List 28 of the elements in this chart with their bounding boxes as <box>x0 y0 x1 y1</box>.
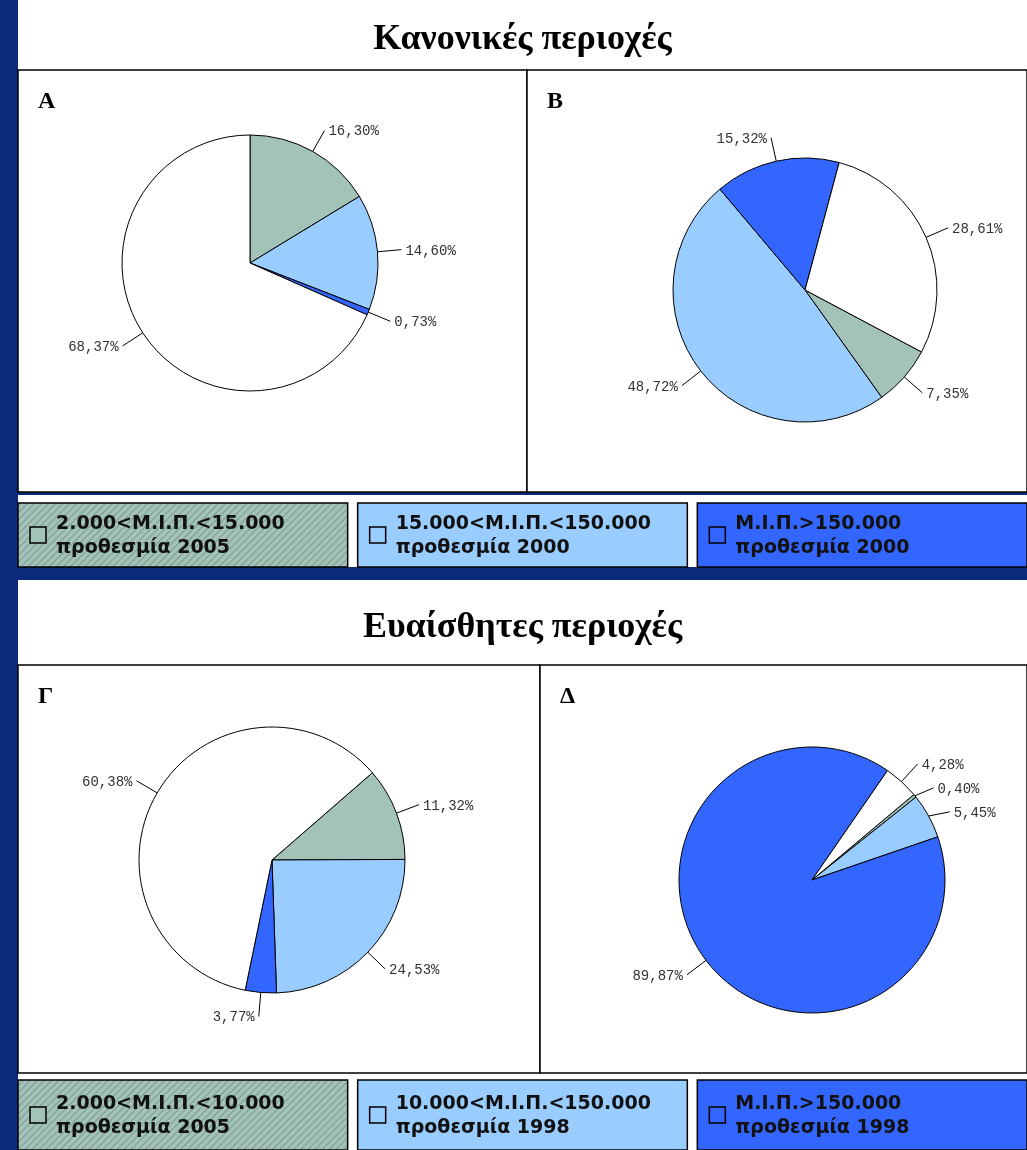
data-label: 3,77% <box>212 1009 256 1026</box>
chart-title: Δ <box>560 682 576 708</box>
data-label: 28,61% <box>952 220 1004 237</box>
data-label: 68,37% <box>68 338 120 355</box>
data-label: 15,32% <box>716 130 768 147</box>
legend-label: 2.000<Μ.Ι.Π.<15.000 προθεσμία 2005 <box>56 511 285 557</box>
data-label: 5,45% <box>953 804 997 821</box>
legend-label: 15.000<Μ.Ι.Π.<150.000 προθεσμία 2000 <box>395 511 651 557</box>
data-label: 16,30% <box>328 123 380 140</box>
legend-label: Μ.Ι.Π.>150.000 προθεσμία 1998 <box>735 1091 910 1137</box>
data-label: 24,53% <box>389 961 441 978</box>
chart-title: Γ <box>38 682 54 708</box>
legend-label: Μ.Ι.Π.>150.000 προθεσμία 2000 <box>735 511 910 557</box>
data-label: 0,40% <box>937 780 981 797</box>
data-label: 4,28% <box>921 756 965 773</box>
data-label: 7,35% <box>926 385 969 402</box>
data-label: 89,87% <box>632 967 684 984</box>
data-label: 0,73% <box>394 314 437 331</box>
chart-title: Α <box>38 87 56 113</box>
data-label: 14,60% <box>405 242 457 259</box>
data-label: 60,38% <box>82 773 134 790</box>
chart-title: Β <box>547 87 564 113</box>
data-label: 11,32% <box>422 797 474 814</box>
text: Κανονικές περιοχές <box>373 17 673 57</box>
text: Ευαίσθητες περιοχές <box>362 604 683 645</box>
legend-label: 2.000<Μ.Ι.Π.<10.000 προθεσμία 2005 <box>56 1091 285 1137</box>
data-label: 48,72% <box>627 378 679 395</box>
legend-label: 10.000<Μ.Ι.Π.<150.000 προθεσμία 1998 <box>395 1091 651 1137</box>
